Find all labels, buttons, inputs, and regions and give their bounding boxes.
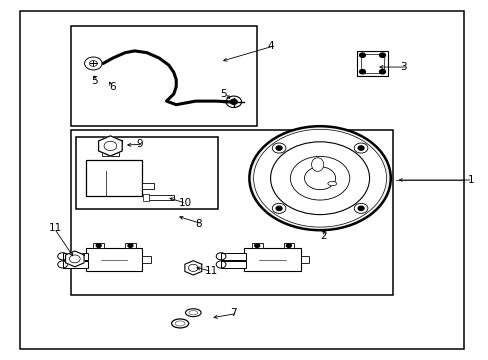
Ellipse shape (188, 311, 197, 315)
Circle shape (304, 167, 335, 190)
Text: 5: 5 (91, 76, 98, 86)
Text: 3: 3 (400, 62, 407, 72)
Ellipse shape (311, 158, 323, 171)
Text: 1: 1 (467, 175, 473, 185)
Text: 4: 4 (267, 41, 274, 50)
Polygon shape (184, 261, 202, 275)
Ellipse shape (327, 181, 336, 186)
Bar (221, 261, 246, 268)
Circle shape (254, 244, 259, 247)
Bar (86, 248, 142, 271)
Ellipse shape (175, 321, 184, 326)
Text: 8: 8 (194, 219, 201, 229)
Bar (147, 195, 173, 200)
Circle shape (359, 69, 365, 74)
Circle shape (357, 146, 363, 150)
Bar (221, 253, 246, 260)
Text: 9: 9 (136, 139, 142, 149)
Bar (300, 256, 309, 263)
Bar (62, 261, 88, 268)
Bar (251, 243, 262, 248)
Polygon shape (99, 136, 122, 156)
Circle shape (286, 244, 291, 247)
Bar (125, 243, 136, 248)
Bar (244, 248, 300, 271)
Bar (142, 256, 151, 263)
Circle shape (96, 244, 101, 247)
Circle shape (249, 126, 390, 230)
Text: 5: 5 (220, 89, 226, 99)
Text: 11: 11 (204, 266, 217, 276)
Circle shape (379, 53, 385, 57)
Circle shape (359, 53, 365, 57)
Circle shape (270, 142, 369, 215)
Text: 11: 11 (48, 224, 61, 233)
Bar (93, 243, 104, 248)
Ellipse shape (171, 319, 188, 328)
Circle shape (379, 69, 385, 74)
Circle shape (357, 206, 363, 211)
Bar (356, 51, 387, 76)
Text: 6: 6 (109, 82, 116, 93)
Text: 10: 10 (178, 198, 191, 208)
Bar (283, 243, 294, 248)
Bar (62, 253, 88, 260)
Bar (142, 183, 154, 189)
Circle shape (253, 129, 386, 227)
Text: 7: 7 (229, 309, 236, 318)
Text: 2: 2 (320, 231, 326, 240)
Bar (86, 160, 142, 196)
Bar (71, 130, 392, 295)
Ellipse shape (185, 309, 201, 317)
Circle shape (290, 156, 349, 200)
Bar (360, 54, 383, 73)
Circle shape (230, 99, 237, 104)
Circle shape (276, 206, 282, 211)
Bar (143, 194, 149, 201)
Bar (102, 149, 119, 156)
Circle shape (276, 146, 282, 150)
Bar (76, 137, 217, 209)
Polygon shape (65, 251, 84, 267)
Bar (71, 26, 256, 126)
Circle shape (128, 244, 133, 247)
